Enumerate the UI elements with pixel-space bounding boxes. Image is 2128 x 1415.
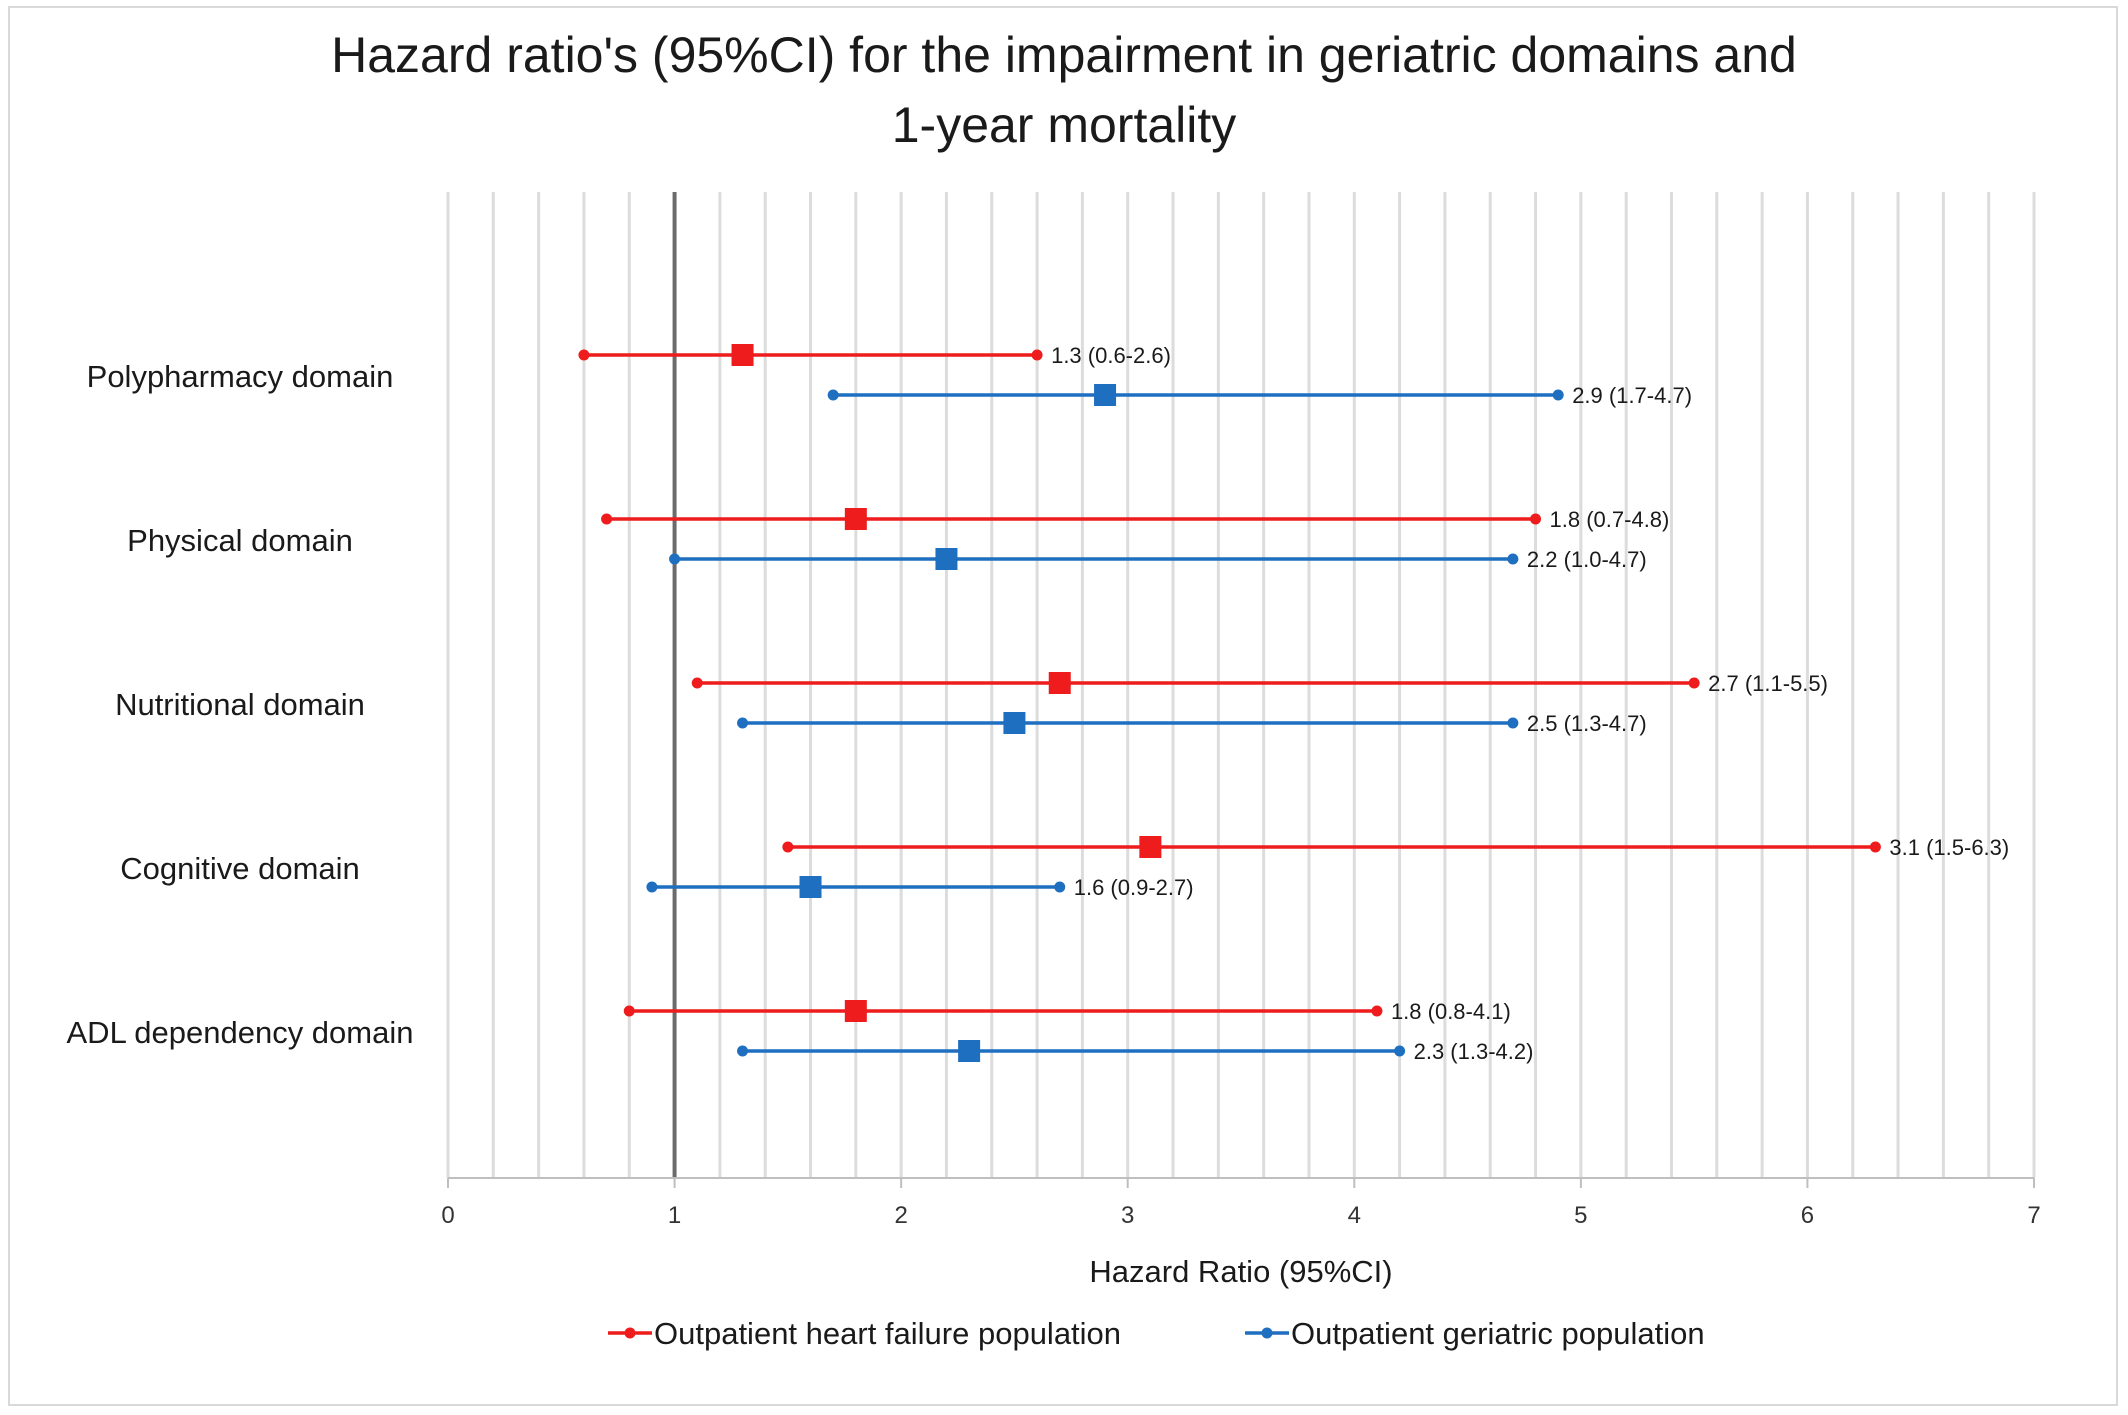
hr-marker — [1048, 672, 1071, 694]
legend: Outpatient heart failure population Outpa… — [608, 1316, 1705, 1351]
ci-high-marker — [1054, 881, 1066, 893]
category-labels: Polypharmacy domain Physical domain Nutrit… — [67, 359, 414, 1050]
legend-label: Outpatient geriatric population — [1291, 1316, 1705, 1351]
x-axis-title: Hazard Ratio (95%CI) — [1089, 1254, 1392, 1289]
category-label: Cognitive domain — [120, 851, 360, 886]
hr-marker — [958, 1040, 981, 1062]
hr-marker — [844, 1000, 867, 1022]
ci-high-marker — [1552, 389, 1564, 401]
x-tick-label: 4 — [1348, 1202, 1361, 1229]
data-label: 3.1 (1.5-6.3) — [1889, 835, 2009, 860]
category-label: ADL dependency domain — [67, 1015, 414, 1050]
ci-low-marker — [827, 389, 839, 401]
data-label: 1.8 (0.7-4.8) — [1550, 507, 1670, 532]
chart-title: Hazard ratio's (95%CI) for the impairmen… — [331, 27, 1797, 153]
hr-marker — [1003, 712, 1026, 734]
ci-high-marker — [1688, 677, 1700, 689]
ci-high-marker — [1869, 841, 1881, 853]
data-label: 2.2 (1.0-4.7) — [1527, 547, 1647, 572]
legend-item-1: Outpatient heart failure population — [608, 1316, 1121, 1351]
legend-item-2: Outpatient geriatric population — [1245, 1316, 1705, 1351]
ci-high-marker — [1394, 1045, 1406, 1057]
legend-marker — [624, 1327, 636, 1339]
ci-low-marker — [737, 1045, 749, 1057]
x-tick-label: 2 — [894, 1202, 907, 1229]
ci-high-marker — [1530, 513, 1542, 525]
ci-low-marker — [646, 881, 658, 893]
data-label: 2.5 (1.3-4.7) — [1527, 711, 1647, 736]
x-tick-label: 0 — [441, 1202, 454, 1229]
data-label: 2.9 (1.7-4.7) — [1572, 383, 1692, 408]
title-line-2: 1-year mortality — [892, 97, 1237, 153]
x-axis: 0 1 2 3 4 5 6 7 Hazard Ratio (95%CI) — [441, 1177, 2041, 1289]
ci-high-marker — [1031, 349, 1043, 361]
x-tick-label: 3 — [1121, 1202, 1134, 1229]
x-tick-label: 7 — [2027, 1202, 2040, 1229]
ci-low-marker — [782, 841, 794, 853]
chart-frame — [8, 6, 2118, 1406]
data-series: 1.3 (0.6-2.6) 1.8 (0.7-4.8) 2.7 (1.1-5.5) 3… — [578, 343, 2009, 1064]
data-label: 1.6 (0.9-2.7) — [1074, 875, 1194, 900]
hr-marker — [1094, 384, 1117, 406]
x-tick-label: 6 — [1801, 1202, 1814, 1229]
ci-high-marker — [1507, 553, 1519, 565]
title-line-1: Hazard ratio's (95%CI) for the impairmen… — [331, 27, 1797, 83]
hr-marker — [844, 508, 867, 530]
data-label: 2.3 (1.3-4.2) — [1414, 1039, 1534, 1064]
legend-marker — [1261, 1327, 1273, 1339]
category-label: Physical domain — [127, 523, 353, 558]
data-label: 1.8 (0.8-4.1) — [1391, 999, 1511, 1024]
data-label: 1.3 (0.6-2.6) — [1051, 343, 1171, 368]
category-label: Nutritional domain — [115, 687, 365, 722]
ci-low-marker — [578, 349, 590, 361]
ci-low-marker — [601, 513, 613, 525]
hr-marker — [799, 876, 822, 898]
series-1: 1.3 (0.6-2.6) 1.8 (0.7-4.8) 2.7 (1.1-5.5) 3… — [578, 343, 2009, 1024]
ci-low-marker — [737, 717, 749, 729]
hr-marker — [935, 548, 958, 570]
ci-high-marker — [1371, 1005, 1383, 1017]
x-tick-label: 5 — [1574, 1202, 1587, 1229]
x-tick-label: 1 — [668, 1202, 681, 1229]
data-label: 2.7 (1.1-5.5) — [1708, 671, 1828, 696]
ci-low-marker — [669, 553, 681, 565]
hr-marker — [731, 344, 754, 366]
ci-low-marker — [691, 677, 703, 689]
legend-label: Outpatient heart failure population — [654, 1316, 1121, 1351]
series-2: 2.9 (1.7-4.7) 2.2 (1.0-4.7) 2.5 (1.3-4.7) 1… — [646, 383, 1692, 1064]
hr-marker — [1139, 836, 1162, 858]
ci-high-marker — [1507, 717, 1519, 729]
ci-low-marker — [623, 1005, 635, 1017]
category-label: Polypharmacy domain — [87, 359, 394, 394]
